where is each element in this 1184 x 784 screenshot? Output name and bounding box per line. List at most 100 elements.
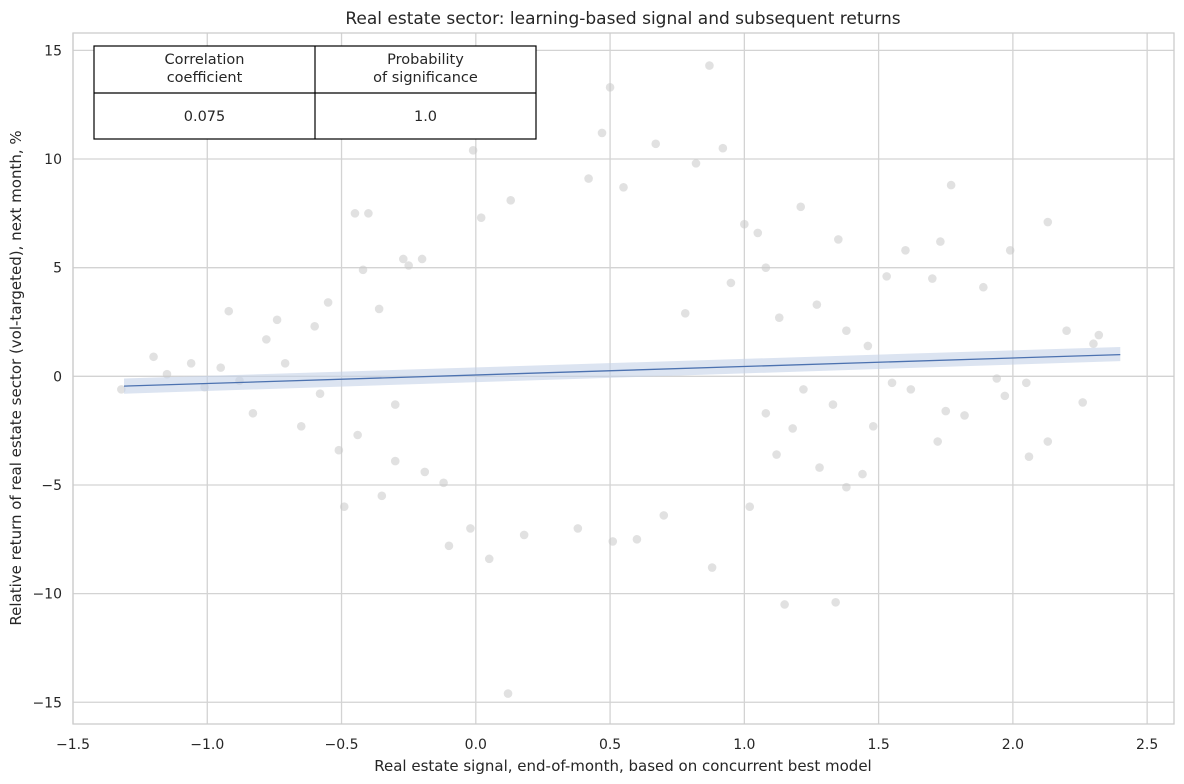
x-tick-label: −1.5 bbox=[56, 737, 90, 753]
data-point bbox=[960, 411, 969, 420]
data-point bbox=[882, 272, 891, 281]
data-point bbox=[842, 326, 851, 335]
chart-title: Real estate sector: learning-based signa… bbox=[345, 9, 900, 29]
data-point bbox=[619, 182, 628, 192]
data-point bbox=[476, 213, 486, 223]
data-point bbox=[718, 143, 728, 153]
table-header-cell: Probability bbox=[387, 52, 464, 68]
x-tick-label: −0.5 bbox=[325, 737, 359, 753]
data-point bbox=[584, 174, 593, 183]
data-point bbox=[659, 511, 669, 520]
x-axis-label: Real estate signal, end-of-month, based … bbox=[374, 757, 871, 775]
data-point bbox=[796, 202, 806, 212]
data-point bbox=[651, 139, 661, 149]
y-tick-label: 15 bbox=[44, 43, 62, 59]
data-point bbox=[466, 524, 475, 533]
data-point bbox=[358, 265, 368, 275]
data-point bbox=[323, 298, 333, 307]
data-point bbox=[503, 689, 513, 698]
data-point bbox=[417, 254, 427, 264]
data-point bbox=[248, 408, 258, 418]
y-tick-label: 5 bbox=[53, 261, 62, 277]
data-point bbox=[186, 358, 196, 368]
data-point bbox=[353, 430, 362, 440]
data-point bbox=[707, 563, 717, 572]
data-point bbox=[350, 209, 360, 218]
data-point bbox=[1094, 330, 1104, 340]
data-point bbox=[1043, 217, 1053, 227]
data-point bbox=[868, 422, 878, 431]
data-point bbox=[439, 478, 448, 488]
table-header-cell: of significance bbox=[373, 70, 478, 86]
x-tick-labels: −1.5 −1.0 −0.5 0.0 0.5 1.0 1.5 2.0 2.5 bbox=[56, 737, 1158, 753]
data-point bbox=[799, 385, 808, 394]
data-point bbox=[262, 335, 271, 344]
data-point bbox=[887, 378, 897, 388]
data-point bbox=[364, 209, 373, 218]
data-point bbox=[519, 530, 529, 540]
y-tick-label: −10 bbox=[32, 587, 62, 603]
data-point bbox=[216, 363, 225, 372]
regression-layer bbox=[124, 346, 1121, 394]
data-point bbox=[705, 61, 714, 70]
y-axis-label: Relative return of real estate sector (v… bbox=[7, 130, 25, 625]
data-point bbox=[149, 352, 158, 362]
data-point bbox=[605, 83, 615, 92]
data-point bbox=[831, 598, 840, 607]
data-point bbox=[812, 300, 822, 309]
data-point bbox=[272, 315, 282, 325]
data-point bbox=[979, 282, 988, 292]
data-point bbox=[420, 467, 430, 477]
scatter-points bbox=[117, 61, 1104, 698]
data-point bbox=[632, 534, 642, 544]
table-header-cell: Correlation bbox=[165, 52, 245, 68]
data-point bbox=[772, 450, 781, 459]
data-point bbox=[1062, 326, 1071, 335]
data-point bbox=[399, 254, 408, 264]
y-tick-label: 0 bbox=[53, 369, 62, 385]
data-point bbox=[761, 408, 771, 418]
table-value-cell: 1.0 bbox=[414, 109, 437, 125]
data-point bbox=[1022, 378, 1031, 388]
data-point bbox=[608, 537, 618, 546]
grid-lines bbox=[72, 33, 1174, 724]
data-point bbox=[992, 374, 1002, 383]
data-point bbox=[928, 274, 937, 283]
x-tick-label: 0.5 bbox=[599, 737, 621, 753]
y-tick-label: −15 bbox=[32, 695, 62, 711]
data-point bbox=[753, 228, 763, 238]
data-point bbox=[1024, 452, 1034, 462]
data-point bbox=[224, 306, 234, 316]
data-point bbox=[788, 424, 797, 433]
table-value-cell: 0.075 bbox=[184, 109, 226, 125]
data-point bbox=[1005, 245, 1015, 255]
data-point bbox=[597, 128, 607, 138]
data-point bbox=[280, 358, 290, 368]
data-point bbox=[390, 456, 400, 466]
data-point bbox=[933, 437, 942, 446]
table-header-cell: coefficient bbox=[167, 70, 243, 86]
data-point bbox=[506, 196, 516, 205]
data-point bbox=[310, 322, 319, 331]
data-point bbox=[680, 309, 690, 318]
x-tick-label: 2.0 bbox=[1002, 737, 1024, 753]
data-point bbox=[339, 502, 349, 512]
data-point bbox=[936, 237, 945, 246]
y-tick-labels: −15 −10 −5 0 5 10 15 bbox=[32, 43, 62, 711]
data-point bbox=[374, 304, 384, 314]
data-point bbox=[815, 463, 824, 472]
data-point bbox=[941, 406, 951, 416]
data-point bbox=[1000, 391, 1010, 401]
data-point bbox=[1078, 398, 1087, 407]
regression-line bbox=[124, 353, 1121, 387]
x-tick-label: −1.0 bbox=[190, 737, 224, 753]
data-point bbox=[1043, 437, 1053, 446]
correlation-table: Correlation coefficient Probability of sign… bbox=[93, 45, 537, 140]
data-point bbox=[1089, 339, 1098, 349]
data-point bbox=[726, 278, 736, 288]
data-point bbox=[906, 385, 916, 394]
y-tick-label: −5 bbox=[41, 478, 62, 494]
data-point bbox=[834, 235, 843, 244]
data-point bbox=[761, 263, 771, 272]
